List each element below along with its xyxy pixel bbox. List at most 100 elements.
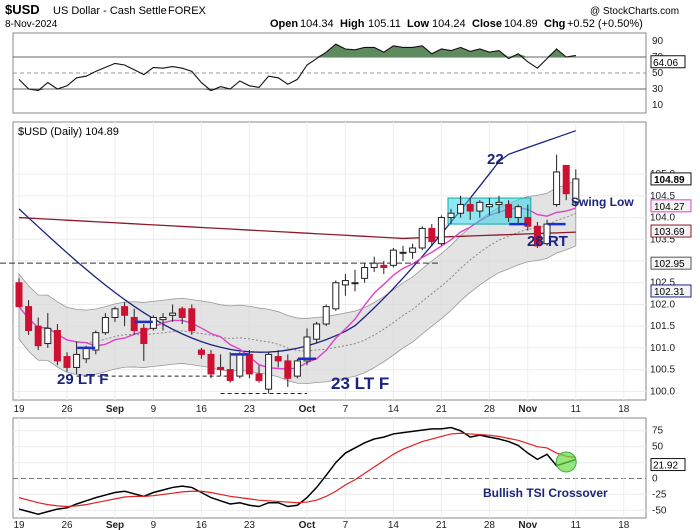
tsi-x-tick: 23 bbox=[244, 520, 256, 530]
tsi-tick-label: 0 bbox=[652, 474, 658, 485]
candle-body bbox=[197, 349, 205, 355]
candle-body bbox=[53, 330, 61, 362]
price-x-tick: 14 bbox=[388, 404, 400, 415]
candle-body bbox=[476, 201, 484, 212]
candle-body bbox=[226, 369, 234, 381]
price-tick-label: 101.0 bbox=[650, 343, 675, 354]
tsi-signal-line bbox=[18, 432, 576, 508]
annotation-28rt: 28 RT bbox=[527, 233, 568, 250]
candle-body bbox=[524, 217, 532, 227]
candle-body bbox=[553, 171, 561, 206]
ma-200-line bbox=[18, 216, 576, 240]
tsi-x-tick: 28 bbox=[484, 520, 496, 530]
tsi-x-tick: 14 bbox=[388, 520, 400, 530]
candle-body bbox=[313, 323, 321, 340]
candle-body bbox=[245, 353, 253, 375]
price-badge bbox=[650, 284, 692, 298]
candle-body bbox=[495, 201, 503, 206]
price-x-tick: 23 bbox=[244, 404, 256, 415]
annotation-29ltf: 29 LT F bbox=[57, 371, 108, 388]
candle-body bbox=[34, 325, 42, 347]
rsi-tick-label: 50 bbox=[652, 68, 664, 79]
candle-body bbox=[361, 267, 369, 279]
price-x-tick: 9 bbox=[151, 404, 157, 415]
price-title: $USD (Daily) 104.89 bbox=[18, 126, 119, 138]
candle-body bbox=[437, 217, 445, 245]
candle-body bbox=[322, 306, 330, 325]
rsi-layer: 103050709064.06 bbox=[13, 36, 686, 111]
tsi-x-tick: 16 bbox=[196, 520, 208, 530]
price-x-tick: 28 bbox=[484, 404, 496, 415]
price-layer: 100.0100.5101.0101.5102.0102.5103.0103.5… bbox=[0, 122, 675, 415]
tsi-badge bbox=[650, 458, 686, 472]
header-copyright: @ StockCharts.com bbox=[590, 6, 679, 17]
header-exchange: FOREX bbox=[168, 5, 207, 17]
tsi-x-tick: 26 bbox=[61, 520, 73, 530]
candle-body bbox=[217, 366, 225, 371]
price-x-tick: 18 bbox=[618, 404, 630, 415]
tsi-tick-label: 75 bbox=[652, 426, 664, 437]
candle-body bbox=[428, 227, 436, 242]
candle-body bbox=[255, 373, 263, 381]
candle-body bbox=[82, 347, 90, 360]
price-x-tick: 7 bbox=[343, 404, 349, 415]
ohlc-open-label: Open bbox=[270, 18, 298, 30]
price-badge-label: 104.89 bbox=[654, 175, 685, 186]
price-x-tick: 21 bbox=[436, 404, 448, 415]
ohlc-chg: +0.52 (+0.50%) bbox=[567, 18, 643, 30]
candle-body bbox=[92, 332, 100, 351]
candle-body bbox=[121, 306, 129, 316]
price-x-tick: 16 bbox=[196, 404, 208, 415]
price-tick-label: 104.5 bbox=[650, 191, 675, 202]
header-date: 8-Nov-2024 bbox=[5, 19, 58, 30]
rsi-line bbox=[18, 43, 576, 92]
tsi-x-tick: 11 bbox=[571, 520, 582, 530]
candle-body bbox=[514, 206, 522, 219]
tsi-x-tick: Nov bbox=[518, 520, 537, 530]
candle-body bbox=[380, 264, 388, 269]
tsi-tick-label: 50 bbox=[652, 442, 664, 453]
price-badge bbox=[650, 256, 692, 270]
candle-body bbox=[159, 316, 167, 321]
price-tick-label: 102.0 bbox=[650, 299, 675, 310]
tsi-x-tick: Oct bbox=[299, 520, 316, 530]
price-badges: 104.89 104.27 103.69 102.95 102.31 bbox=[650, 172, 692, 298]
price-x-tick: 19 bbox=[13, 404, 25, 415]
candle-body bbox=[63, 356, 71, 368]
tsi-x-tick: 21 bbox=[436, 520, 448, 530]
price-x-tick: Oct bbox=[299, 404, 316, 415]
candle-body bbox=[44, 327, 52, 345]
ohlc-high: 105.11 bbox=[368, 18, 401, 30]
tsi-x-tick: Sep bbox=[106, 520, 124, 530]
price-badge-label: 102.31 bbox=[654, 287, 685, 298]
price-tick-label: 101.5 bbox=[650, 321, 675, 332]
rsi-badge-label: 64.06 bbox=[653, 58, 678, 69]
price-tick-label: 102.5 bbox=[650, 278, 675, 289]
tsi-tick-label: -25 bbox=[652, 489, 667, 500]
candle-body bbox=[399, 251, 407, 254]
price-x-tick: 26 bbox=[61, 404, 73, 415]
rsi-badge bbox=[650, 55, 686, 69]
candle-body bbox=[409, 247, 417, 253]
annotation-22: 22 bbox=[487, 151, 504, 168]
candle-body bbox=[140, 327, 148, 345]
candle-body bbox=[418, 227, 426, 249]
crossover-highlight bbox=[555, 451, 577, 473]
tsi-x-tick: 9 bbox=[151, 520, 157, 530]
tsi-x-tick: 19 bbox=[13, 520, 25, 530]
tsi-panel bbox=[12, 417, 647, 519]
tsi-layer: -50-25025507521.921926Sep91623Oct7142128… bbox=[13, 418, 686, 530]
ohlc-close-label: Close bbox=[472, 18, 502, 30]
tsi-line bbox=[18, 426, 577, 515]
ohlc-high-label: High bbox=[340, 18, 365, 30]
price-badge bbox=[650, 172, 692, 186]
annotation-bullish-tsi: Bullish TSI Crossover bbox=[483, 486, 608, 500]
candle-body bbox=[284, 360, 292, 379]
price-tick-label: 103.5 bbox=[650, 234, 675, 245]
candle-body bbox=[457, 204, 465, 214]
rsi-tick-label: 90 bbox=[652, 36, 664, 47]
candle-body bbox=[505, 204, 513, 219]
annotation-23ltf: 23 LT F bbox=[331, 374, 389, 393]
candle-body bbox=[73, 353, 81, 368]
candle-body bbox=[543, 223, 551, 245]
